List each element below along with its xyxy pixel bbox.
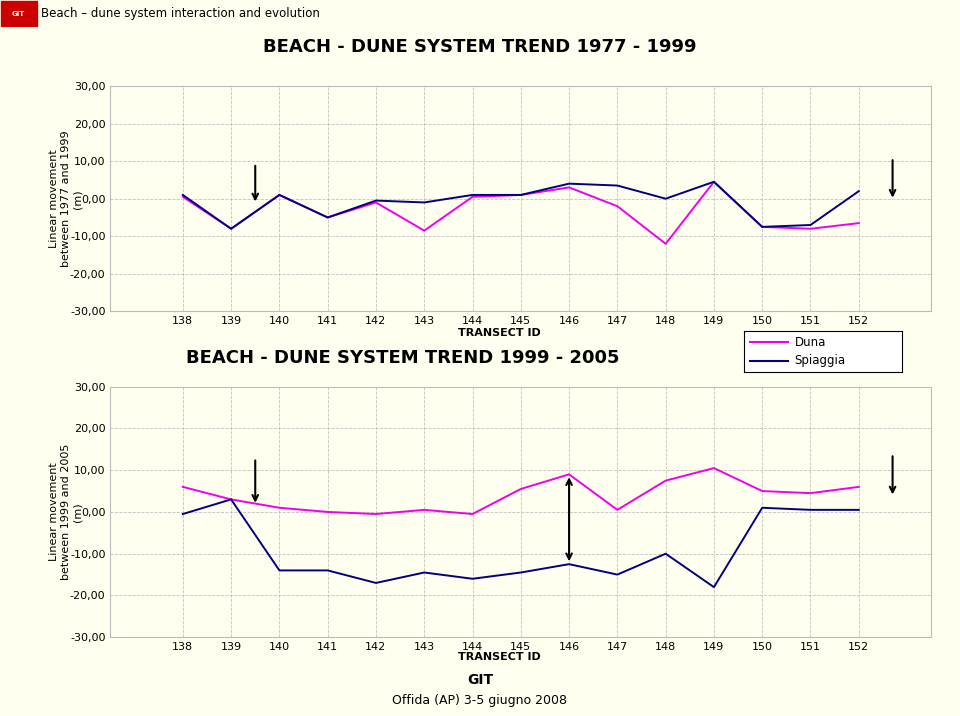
FancyBboxPatch shape [1, 1, 37, 26]
Text: TRANSECT ID: TRANSECT ID [458, 652, 540, 662]
Y-axis label: Linear movement
between 1999 and 2005
(m): Linear movement between 1999 and 2005 (m… [49, 444, 83, 580]
Text: Spiaggia: Spiaggia [795, 354, 846, 367]
Text: Duna: Duna [795, 336, 826, 349]
Text: GIT: GIT [467, 673, 493, 687]
Text: BEACH - DUNE SYSTEM TREND 1999 - 2005: BEACH - DUNE SYSTEM TREND 1999 - 2005 [186, 349, 620, 367]
Text: GIT: GIT [12, 11, 25, 16]
Text: TRANSECT ID: TRANSECT ID [458, 328, 540, 338]
Y-axis label: Linear movement
between 1977 and 1999
(m): Linear movement between 1977 and 1999 (m… [49, 130, 83, 267]
Text: BEACH - DUNE SYSTEM TREND 1977 - 1999: BEACH - DUNE SYSTEM TREND 1977 - 1999 [263, 37, 697, 56]
Text: Beach – dune system interaction and evolution: Beach – dune system interaction and evol… [41, 7, 320, 20]
Text: Offida (AP) 3-5 giugno 2008: Offida (AP) 3-5 giugno 2008 [393, 694, 567, 707]
